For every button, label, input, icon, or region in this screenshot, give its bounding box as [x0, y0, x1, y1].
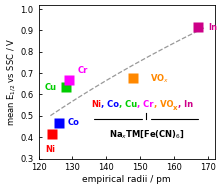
Text: , Cr: , Cr [137, 100, 154, 109]
Text: , VO: , VO [154, 100, 173, 109]
Text: In: In [208, 23, 217, 32]
Text: Cu: Cu [45, 83, 57, 91]
Text: Ni: Ni [46, 145, 56, 154]
Text: VO$_x$: VO$_x$ [150, 72, 170, 85]
Text: Co: Co [67, 118, 79, 127]
Text: , In: , In [178, 100, 193, 109]
Text: x: x [173, 105, 178, 111]
Text: Na$_x$TM[Fe(CN)$_6$]: Na$_x$TM[Fe(CN)$_6$] [109, 128, 185, 140]
Text: Cr: Cr [77, 66, 88, 75]
Text: , Cu: , Cu [119, 100, 137, 109]
X-axis label: empirical radii / pm: empirical radii / pm [82, 175, 171, 184]
Y-axis label: mean E$_{1/2}$ vs SSC / V: mean E$_{1/2}$ vs SSC / V [5, 38, 18, 126]
Text: , Co: , Co [101, 100, 119, 109]
Text: Ni: Ni [91, 100, 101, 109]
